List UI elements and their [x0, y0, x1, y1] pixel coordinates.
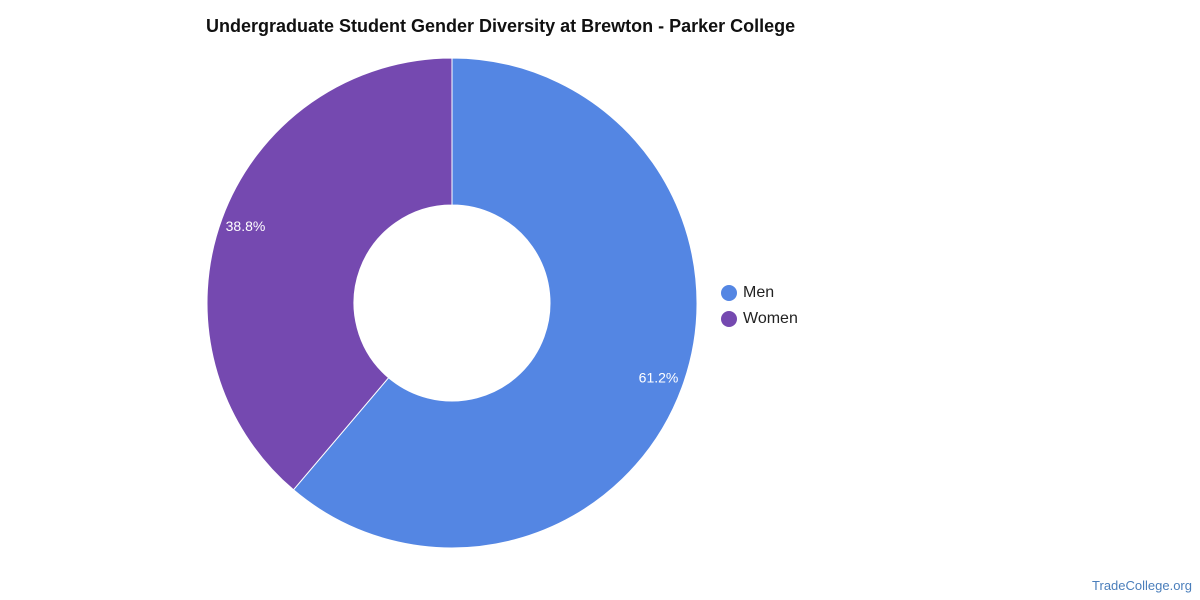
legend-item-women[interactable]: Women [721, 306, 798, 332]
legend-swatch-men [721, 285, 737, 301]
slice-men[interactable] [292, 57, 698, 549]
data-label-women: 38.8% [226, 218, 266, 234]
data-label-men: 61.2% [639, 370, 679, 386]
legend: Men Women [721, 280, 798, 332]
legend-item-men[interactable]: Men [721, 280, 798, 306]
legend-label-men: Men [743, 284, 775, 301]
source-credit[interactable]: TradeCollege.org [1092, 578, 1192, 593]
legend-label-women: Women [743, 310, 798, 327]
legend-swatch-women [721, 311, 737, 327]
slice-women[interactable] [206, 57, 453, 491]
chart-title: Undergraduate Student Gender Diversity a… [206, 16, 796, 36]
